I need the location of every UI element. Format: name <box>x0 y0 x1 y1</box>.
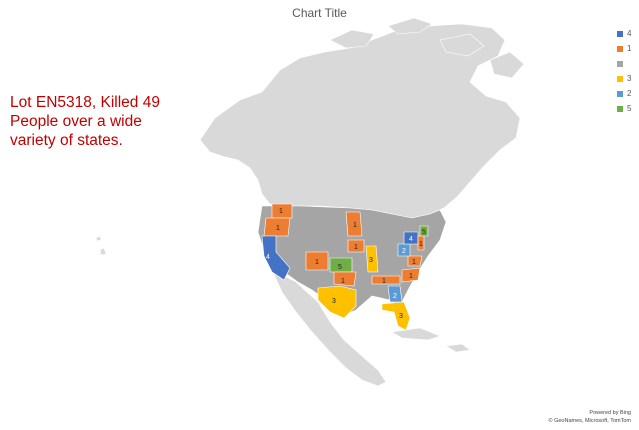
map-credit-powered-by: Powered by Bing <box>589 410 631 416</box>
region-labels: 1 1 4 1 5 1 3 1 1 3 2 3 1 1 1 2 4 1 5 <box>266 208 426 320</box>
legend-item[interactable]: 5 <box>617 104 639 116</box>
label-pennsylvania: 4 <box>409 236 413 243</box>
legend-item[interactable]: 1 <box>617 44 639 56</box>
label-washington: 1 <box>279 208 283 215</box>
label-minnesota: 1 <box>353 222 357 229</box>
label-new-jersey: 1 <box>419 241 423 248</box>
state-oregon <box>263 217 291 237</box>
label-california: 4 <box>266 254 270 261</box>
annotation-line: People over a wide <box>10 113 142 130</box>
label-vermont: 5 <box>422 229 426 236</box>
legend-item[interactable]: 3 <box>617 74 639 86</box>
state-north-carolina <box>401 267 421 283</box>
label-florida: 3 <box>399 313 403 320</box>
legend-label: 4 <box>627 29 632 38</box>
legend-swatch <box>617 31 623 37</box>
annotation-line: variety of states. <box>10 132 123 149</box>
state-oklahoma <box>333 271 357 287</box>
label-north-carolina: 1 <box>409 273 413 280</box>
state-texas <box>317 285 357 319</box>
state-vermont <box>419 225 429 237</box>
state-california <box>261 235 291 281</box>
annotation-text: Lot EN5318, Killed 49 People over a wide… <box>10 93 210 150</box>
label-oregon: 1 <box>276 225 280 232</box>
legend-label: 2 <box>627 89 632 98</box>
legend-label: 1 <box>627 44 632 53</box>
label-texas: 3 <box>332 298 336 305</box>
label-oklahoma: 1 <box>341 278 345 285</box>
state-minnesota <box>345 211 363 237</box>
legend-item[interactable]: 4 <box>617 29 639 41</box>
state-tennessee <box>371 275 401 285</box>
state-virginia <box>407 255 423 267</box>
legend-label: 3 <box>627 74 632 83</box>
state-colorado <box>305 251 329 271</box>
north-america-landmass <box>95 17 525 387</box>
legend-swatch <box>617 46 623 52</box>
label-iowa: 1 <box>354 244 358 251</box>
legend-swatch <box>617 91 623 97</box>
legend-item[interactable]: 2 <box>617 89 639 101</box>
state-iowa <box>347 239 365 253</box>
state-florida <box>381 301 411 331</box>
state-shapes[interactable] <box>261 203 429 331</box>
chart-title: Chart Title <box>292 6 347 20</box>
annotation-line: Lot EN5318, Killed 49 <box>10 94 160 111</box>
label-georgia: 2 <box>393 293 397 300</box>
legend-label: 5 <box>627 104 632 113</box>
legend-swatch <box>617 76 623 82</box>
label-tennessee: 1 <box>382 278 386 285</box>
map-credit-sources: © GeoNames, Microsoft, TomTom <box>548 418 632 424</box>
label-west-virginia: 2 <box>402 248 406 255</box>
legend-swatch <box>617 61 623 67</box>
legend-swatch <box>617 106 623 112</box>
label-kansas: 5 <box>338 264 342 271</box>
legend-item[interactable] <box>617 59 639 71</box>
label-virginia: 1 <box>412 259 416 266</box>
label-colorado: 1 <box>315 259 319 266</box>
state-washington <box>271 203 293 219</box>
label-illinois: 3 <box>369 257 373 264</box>
state-illinois <box>365 245 379 273</box>
